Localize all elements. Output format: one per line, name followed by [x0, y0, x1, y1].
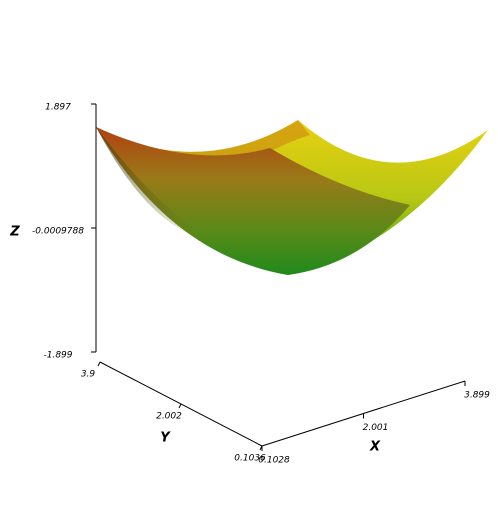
x-axis-title: X: [369, 440, 381, 455]
surface: [96, 120, 488, 275]
y-tick: [178, 403, 182, 409]
y-axis-title: Y: [160, 431, 171, 446]
z-tick-label: -0.0009788: [32, 226, 84, 236]
y-tick: [97, 361, 101, 367]
x-tick-label: 0.1028: [258, 456, 290, 466]
x-tick-label: 2.001: [363, 423, 389, 433]
x-tick-label: 3.899: [464, 391, 490, 401]
z-tick-label: -1.899: [43, 351, 72, 361]
y-tick-label: 0.1036: [234, 454, 266, 464]
y-tick-label: 2.002: [156, 411, 182, 421]
z-axis-title: Z: [9, 225, 20, 240]
y-tick-label: 3.9: [81, 370, 96, 380]
z-tick-label: 1.897: [45, 103, 71, 113]
